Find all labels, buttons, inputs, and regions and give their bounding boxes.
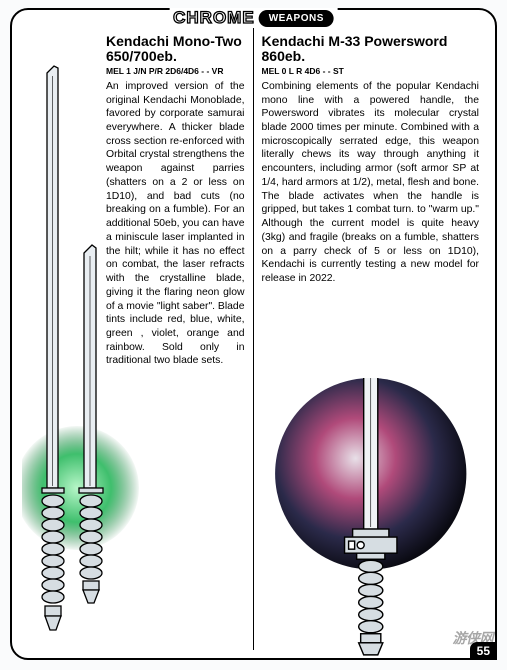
right-column: Kendachi M-33 Powersword 860eb. MEL 0 L … xyxy=(254,28,488,650)
powersword-art xyxy=(260,378,481,660)
right-title: Kendachi M-33 Powersword 860eb. xyxy=(262,34,480,65)
right-statline: MEL 0 L R 4D6 - - ST xyxy=(262,66,480,76)
chrome-logo: CHROME xyxy=(173,8,255,28)
left-body: An improved version of the original Kend… xyxy=(106,80,245,368)
left-statline: MEL 1 J/N P/R 2D6/4D6 - - VR xyxy=(106,66,245,76)
header: CHROME WEAPONS xyxy=(169,8,338,28)
right-text-block: Kendachi M-33 Powersword 860eb. MEL 0 L … xyxy=(262,34,480,286)
left-title: Kendachi Mono-Two 650/700eb. xyxy=(106,34,245,65)
left-text-block: Kendachi Mono-Two 650/700eb. MEL 1 J/N P… xyxy=(106,34,245,368)
columns: Kendachi Mono-Two 650/700eb. MEL 1 J/N P… xyxy=(20,28,487,650)
right-body: Combining elements of the popular Kendac… xyxy=(262,80,480,286)
watermark: 游侠网 xyxy=(453,628,494,648)
page-frame: CHROME WEAPONS xyxy=(10,8,497,660)
category-pill: WEAPONS xyxy=(259,10,334,27)
left-column: Kendachi Mono-Two 650/700eb. MEL 1 J/N P… xyxy=(20,28,254,650)
